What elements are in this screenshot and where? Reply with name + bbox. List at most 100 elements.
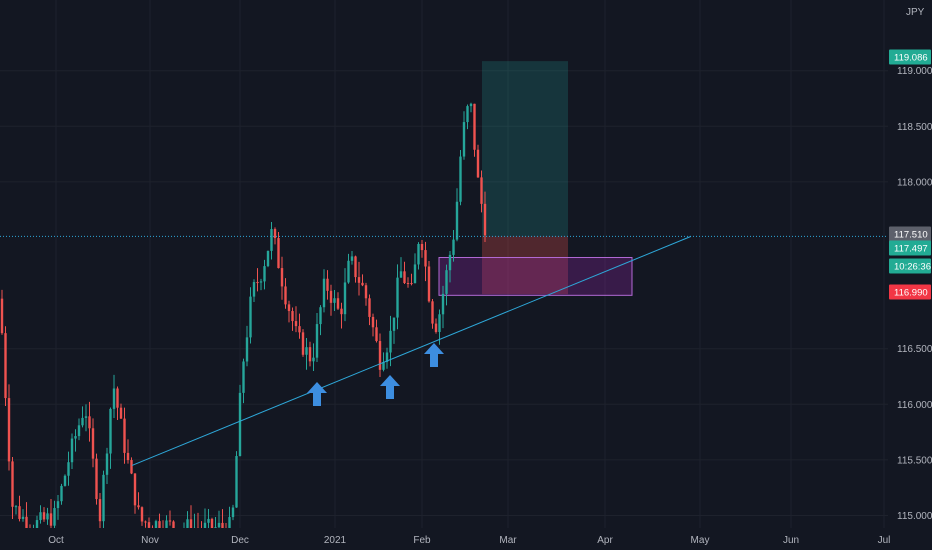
candle: [4, 326, 7, 406]
candle: [249, 287, 252, 344]
candle: [305, 338, 308, 370]
candle: [364, 282, 368, 306]
drawing-zones: [438, 61, 633, 296]
candle: [455, 188, 459, 242]
candle: [242, 358, 245, 404]
candle: [88, 401, 91, 442]
candle: [333, 290, 336, 312]
candle: [420, 239, 424, 258]
candle: [0, 289, 4, 335]
up-arrow-icon[interactable]: [424, 343, 444, 367]
candle: [284, 278, 287, 309]
candle: [102, 470, 105, 537]
candle: [63, 474, 67, 487]
long-position-loss-zone[interactable]: [482, 236, 568, 295]
price-tick-label: 115.000: [897, 511, 932, 522]
candle: [462, 111, 466, 160]
time-label-2021: 2021: [324, 535, 347, 546]
candle: [11, 456, 14, 519]
candle: [14, 504, 18, 515]
candle: [235, 451, 238, 508]
candle: [347, 253, 350, 284]
candle: [417, 242, 420, 270]
candle: [84, 404, 88, 432]
candle: [322, 269, 326, 313]
up-arrow-icon[interactable]: [380, 375, 400, 399]
candle: [39, 505, 42, 524]
candle: [385, 347, 389, 369]
up-arrow-icon[interactable]: [307, 382, 327, 406]
candle: [70, 433, 74, 470]
demand-zone-rectangle[interactable]: [438, 257, 633, 296]
candle: [312, 343, 315, 371]
trendline[interactable]: [131, 235, 692, 466]
candle: [259, 278, 263, 291]
candle: [291, 307, 294, 331]
candles: [0, 102, 487, 550]
candle: [266, 250, 270, 268]
candle: [403, 261, 406, 284]
candle: [389, 315, 392, 367]
candle: [294, 306, 298, 333]
candle: [476, 144, 480, 178]
candle: [473, 103, 476, 157]
price-tick-label: 119.000: [897, 66, 932, 77]
time-label-dec: Dec: [231, 535, 249, 546]
svg-text:117.497: 117.497: [894, 244, 928, 255]
time-label-feb: Feb: [413, 535, 431, 546]
candle: [95, 453, 98, 505]
candle: [277, 231, 280, 269]
candle: [308, 341, 312, 367]
candle: [354, 255, 357, 283]
candle: [427, 261, 431, 303]
candle: [392, 317, 396, 344]
candle: [452, 230, 455, 262]
candle: [378, 333, 382, 377]
candle: [56, 494, 60, 520]
candle: [21, 509, 25, 522]
time-label-jun: Jun: [783, 535, 799, 546]
long-position-profit-zone[interactable]: [482, 61, 568, 237]
price-tag-last: 117.510: [889, 226, 931, 242]
candle: [126, 439, 130, 464]
candle: [350, 251, 354, 265]
price-tag-bid: 117.497: [889, 240, 931, 256]
candle: [140, 506, 144, 526]
candle: [434, 318, 438, 334]
candle: [168, 510, 172, 526]
svg-text:119.086: 119.086: [894, 53, 928, 64]
candle: [326, 270, 329, 300]
grid-lines: [0, 0, 888, 528]
candle: [399, 257, 403, 278]
candle: [445, 264, 448, 306]
candle: [74, 429, 77, 452]
candle: [480, 170, 483, 213]
candle: [329, 284, 333, 316]
svg-text:116.990: 116.990: [894, 288, 928, 299]
candle: [336, 292, 340, 311]
candle: [483, 191, 487, 243]
price-axis-tags: 119.086 117.510 117.497 10:26:36 116.990: [889, 49, 931, 300]
candle: [357, 261, 361, 296]
candle: [116, 386, 119, 421]
price-tick-label: 118.500: [897, 122, 932, 133]
candle: [270, 221, 273, 260]
arrow-markers: [307, 343, 444, 406]
price-axis-ticks: 119.000 118.500 118.000 116.500 116.000 115.5…: [897, 66, 932, 522]
time-label-may: May: [691, 535, 710, 546]
symbol-label: JPY: [906, 7, 925, 18]
candle: [49, 498, 53, 530]
candle: [459, 150, 462, 206]
candle: [301, 329, 305, 357]
time-label-jul: Jul: [878, 535, 891, 546]
time-label-nov: Nov: [141, 535, 159, 546]
candle: [371, 313, 375, 337]
candle: [252, 279, 256, 302]
time-axis[interactable]: [0, 528, 932, 550]
candle: [130, 457, 133, 475]
candle: [77, 418, 81, 441]
candle: [438, 309, 441, 345]
candle: [413, 253, 417, 284]
